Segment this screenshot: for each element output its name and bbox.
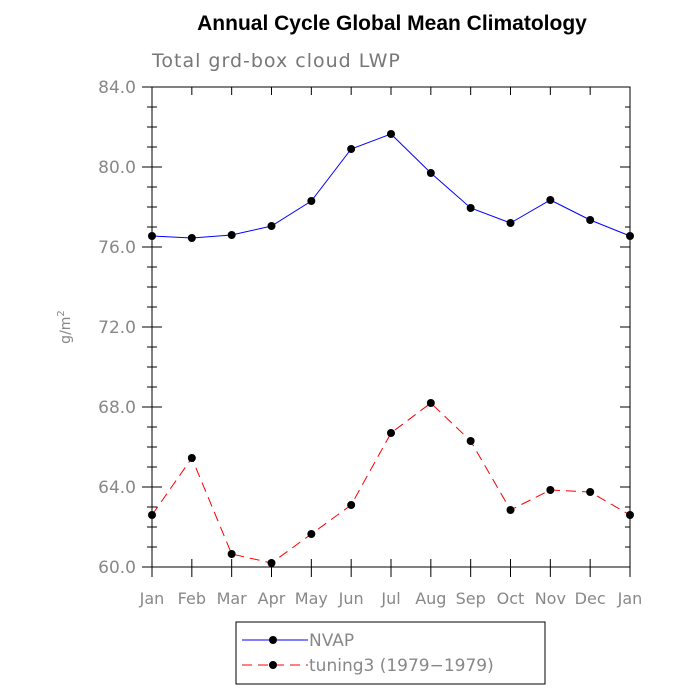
y-tick-label: 64.0 — [98, 478, 136, 498]
chart-subtitle: Total grd-box cloud LWP — [151, 50, 401, 72]
series-lines — [151, 133, 631, 564]
x-tick-label: Aug — [415, 589, 446, 608]
series-1-point — [307, 530, 316, 538]
x-tick-label: Jan — [139, 589, 165, 608]
series-0-point — [626, 232, 634, 240]
series-1-point — [426, 399, 435, 407]
y-axis-label-unit: g/m — [58, 317, 74, 344]
legend-marker-1 — [269, 661, 277, 669]
series-1-point — [626, 511, 634, 519]
series-0-point — [187, 234, 196, 242]
series-0-point — [307, 197, 316, 205]
series-0-point — [347, 145, 356, 153]
series-0-point — [148, 232, 156, 240]
series-1-point — [466, 437, 475, 445]
series-points — [148, 130, 634, 567]
series-1-point — [227, 550, 236, 558]
x-tick-label: Feb — [178, 589, 206, 608]
y-tick-label: 76.0 — [98, 238, 136, 258]
x-tick-label: Sep — [456, 589, 486, 608]
series-1-point — [387, 429, 395, 437]
x-tick-label: Nov — [535, 589, 566, 608]
legend: NVAP tuning3 (1979−1979) — [235, 621, 546, 685]
x-tick-label: Jun — [338, 589, 364, 608]
series-0-point — [227, 231, 236, 239]
x-tick-label: Oct — [497, 589, 525, 608]
series-1-point — [546, 486, 555, 494]
x-tick-label: Apr — [258, 589, 286, 608]
legend-marker-0 — [269, 636, 277, 644]
y-axis-label: g/m2 — [56, 310, 74, 344]
series-0-point — [506, 219, 515, 227]
chart-title: Annual Cycle Global Mean Climatology — [197, 12, 587, 35]
y-axis-ticks: 60.0 64.0 68.0 72.0 76.0 80.0 84.0 — [98, 78, 630, 578]
plot-frame — [151, 86, 631, 568]
series-0-point — [586, 216, 595, 224]
x-tick-label: Mar — [217, 589, 248, 608]
x-axis-ticks: Jan Feb Mar Apr May Jun Jul Aug Sep Oct Nov Dec Jan — [139, 87, 643, 608]
legend-label-0: NVAP — [309, 631, 354, 651]
x-tick-label: May — [295, 589, 328, 608]
series-1-point — [187, 454, 196, 462]
series-0-point — [267, 222, 276, 230]
series-1-point — [148, 511, 156, 519]
x-tick-label: Jan — [617, 589, 643, 608]
series-0-point — [466, 204, 475, 212]
series-1-point — [586, 488, 595, 496]
y-tick-label: 68.0 — [98, 398, 136, 418]
y-tick-label: 84.0 — [98, 78, 136, 98]
x-tick-label: Dec — [575, 589, 606, 608]
series-0-point — [387, 130, 395, 138]
series-line-0 — [151, 133, 631, 239]
y-tick-label: 80.0 — [98, 158, 136, 178]
y-axis-label-superscript: 2 — [56, 310, 67, 316]
series-line-1 — [151, 402, 631, 564]
legend-box — [235, 621, 546, 685]
series-1-point — [347, 501, 356, 509]
legend-label-1: tuning3 (1979−1979) — [309, 656, 494, 676]
y-tick-label: 60.0 — [98, 558, 136, 578]
x-tick-label: Jul — [380, 589, 400, 608]
y-tick-label: 72.0 — [98, 318, 136, 338]
series-0-point — [546, 196, 555, 204]
series-0-point — [426, 169, 435, 177]
series-1-point — [267, 559, 276, 567]
series-1-point — [506, 506, 515, 514]
